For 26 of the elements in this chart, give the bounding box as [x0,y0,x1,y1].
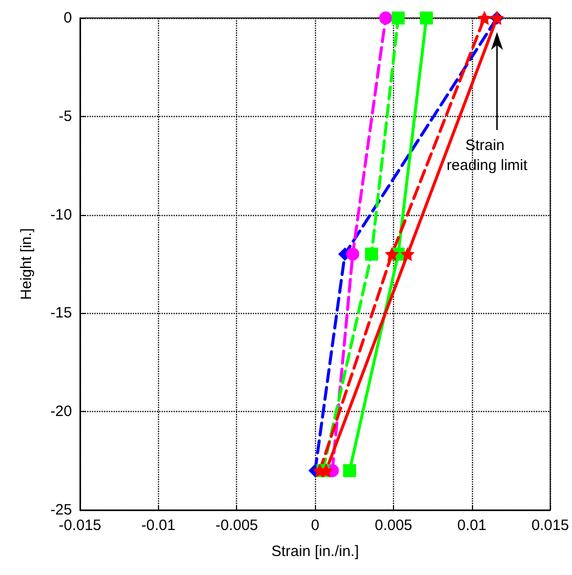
x-tick-label: 0.01 [457,517,486,534]
point [365,248,378,261]
point [392,12,405,24]
point [420,12,433,24]
y-tick-label: -5 [58,108,72,125]
x-axis-title: Strain [in./in.] [271,543,359,560]
point [379,12,392,24]
x-tick-label: -0.005 [215,517,258,534]
x-tick-label: 0.015 [531,517,570,534]
point [346,248,360,261]
x-tick-label: 0.005 [374,517,412,534]
y-tick-label: -10 [50,206,72,224]
y-axis-title: Height [in.] [18,228,35,300]
x-tick-label: -0.015 [58,517,102,534]
point [401,248,414,261]
annotation: Strain reading limit [446,137,528,174]
x-tick-label: -0.01 [141,517,176,534]
point [478,12,491,24]
x-tick-label: 0 [310,517,320,534]
y-tick-label: -25 [50,502,72,518]
point [320,464,333,478]
y-tick-label: 0 [64,10,72,26]
point [343,464,356,478]
point [385,248,398,261]
y-tick-label: -15 [50,304,72,322]
y-tick-label: -20 [50,403,72,420]
